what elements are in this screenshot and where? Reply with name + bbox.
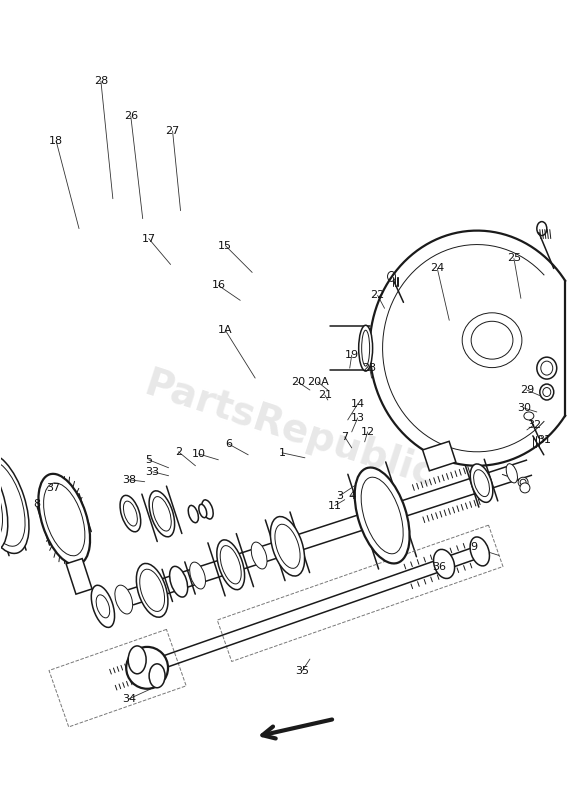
Text: PartsRepublic: PartsRepublic (140, 365, 440, 495)
Ellipse shape (0, 458, 2, 542)
Text: 19: 19 (345, 350, 359, 360)
Text: 35: 35 (295, 666, 309, 676)
Ellipse shape (354, 467, 409, 563)
Text: 7: 7 (341, 432, 348, 442)
Text: 17: 17 (142, 234, 156, 243)
Ellipse shape (506, 464, 517, 483)
Text: 20A: 20A (307, 377, 329, 387)
Ellipse shape (120, 495, 141, 532)
Text: 26: 26 (124, 111, 138, 121)
Ellipse shape (126, 647, 168, 689)
Text: 10: 10 (192, 449, 206, 459)
Ellipse shape (136, 563, 168, 618)
Ellipse shape (149, 664, 165, 688)
Text: 22: 22 (370, 290, 385, 300)
Ellipse shape (518, 478, 528, 487)
Ellipse shape (140, 570, 165, 611)
Ellipse shape (149, 491, 175, 537)
Text: 31: 31 (537, 435, 551, 445)
Text: 25: 25 (507, 254, 521, 263)
Ellipse shape (470, 464, 493, 502)
Text: 29: 29 (520, 385, 534, 395)
Text: 32: 32 (527, 420, 541, 430)
Text: 33: 33 (145, 466, 159, 477)
Text: 15: 15 (218, 241, 232, 250)
Ellipse shape (217, 540, 245, 590)
Ellipse shape (169, 566, 187, 597)
Text: 34: 34 (121, 694, 136, 704)
Ellipse shape (275, 524, 300, 568)
Ellipse shape (202, 500, 213, 519)
Text: 1: 1 (279, 448, 286, 458)
Ellipse shape (270, 517, 305, 576)
Ellipse shape (199, 504, 207, 518)
Text: 11: 11 (328, 501, 342, 510)
Text: 6: 6 (225, 439, 232, 449)
Ellipse shape (190, 562, 206, 589)
Polygon shape (423, 442, 456, 470)
Text: 2: 2 (175, 447, 182, 457)
Text: 38: 38 (121, 474, 136, 485)
Ellipse shape (220, 546, 241, 584)
Text: 36: 36 (432, 562, 446, 573)
Ellipse shape (251, 542, 267, 569)
Ellipse shape (128, 646, 146, 674)
Text: 1A: 1A (218, 326, 232, 335)
Text: 37: 37 (46, 482, 60, 493)
Ellipse shape (520, 479, 526, 486)
Text: 3: 3 (336, 490, 343, 501)
Text: 23: 23 (363, 363, 377, 373)
Ellipse shape (115, 585, 133, 614)
Ellipse shape (520, 483, 530, 493)
Text: 14: 14 (350, 399, 365, 409)
Ellipse shape (0, 453, 29, 554)
Text: 16: 16 (211, 280, 225, 290)
Text: 18: 18 (49, 136, 63, 146)
Text: 20: 20 (291, 377, 305, 387)
Ellipse shape (39, 474, 90, 565)
Text: 13: 13 (350, 413, 364, 423)
Text: 27: 27 (165, 126, 180, 136)
Text: 24: 24 (430, 263, 444, 274)
Ellipse shape (361, 477, 403, 554)
Ellipse shape (123, 501, 137, 526)
Text: 5: 5 (145, 454, 152, 465)
Text: 12: 12 (360, 427, 375, 437)
Ellipse shape (96, 595, 110, 618)
Text: 21: 21 (318, 390, 332, 400)
Text: 9: 9 (471, 542, 478, 553)
Polygon shape (66, 558, 92, 594)
Ellipse shape (44, 483, 85, 556)
Ellipse shape (0, 448, 8, 551)
Ellipse shape (91, 586, 114, 627)
Ellipse shape (152, 497, 171, 531)
Ellipse shape (0, 460, 25, 546)
Text: 28: 28 (94, 76, 108, 86)
Ellipse shape (188, 506, 199, 522)
Text: 8: 8 (34, 498, 41, 509)
Text: 30: 30 (517, 403, 531, 413)
Ellipse shape (474, 470, 489, 497)
Ellipse shape (470, 537, 489, 566)
Ellipse shape (359, 326, 373, 371)
Ellipse shape (433, 550, 454, 578)
Text: 4: 4 (348, 490, 355, 501)
